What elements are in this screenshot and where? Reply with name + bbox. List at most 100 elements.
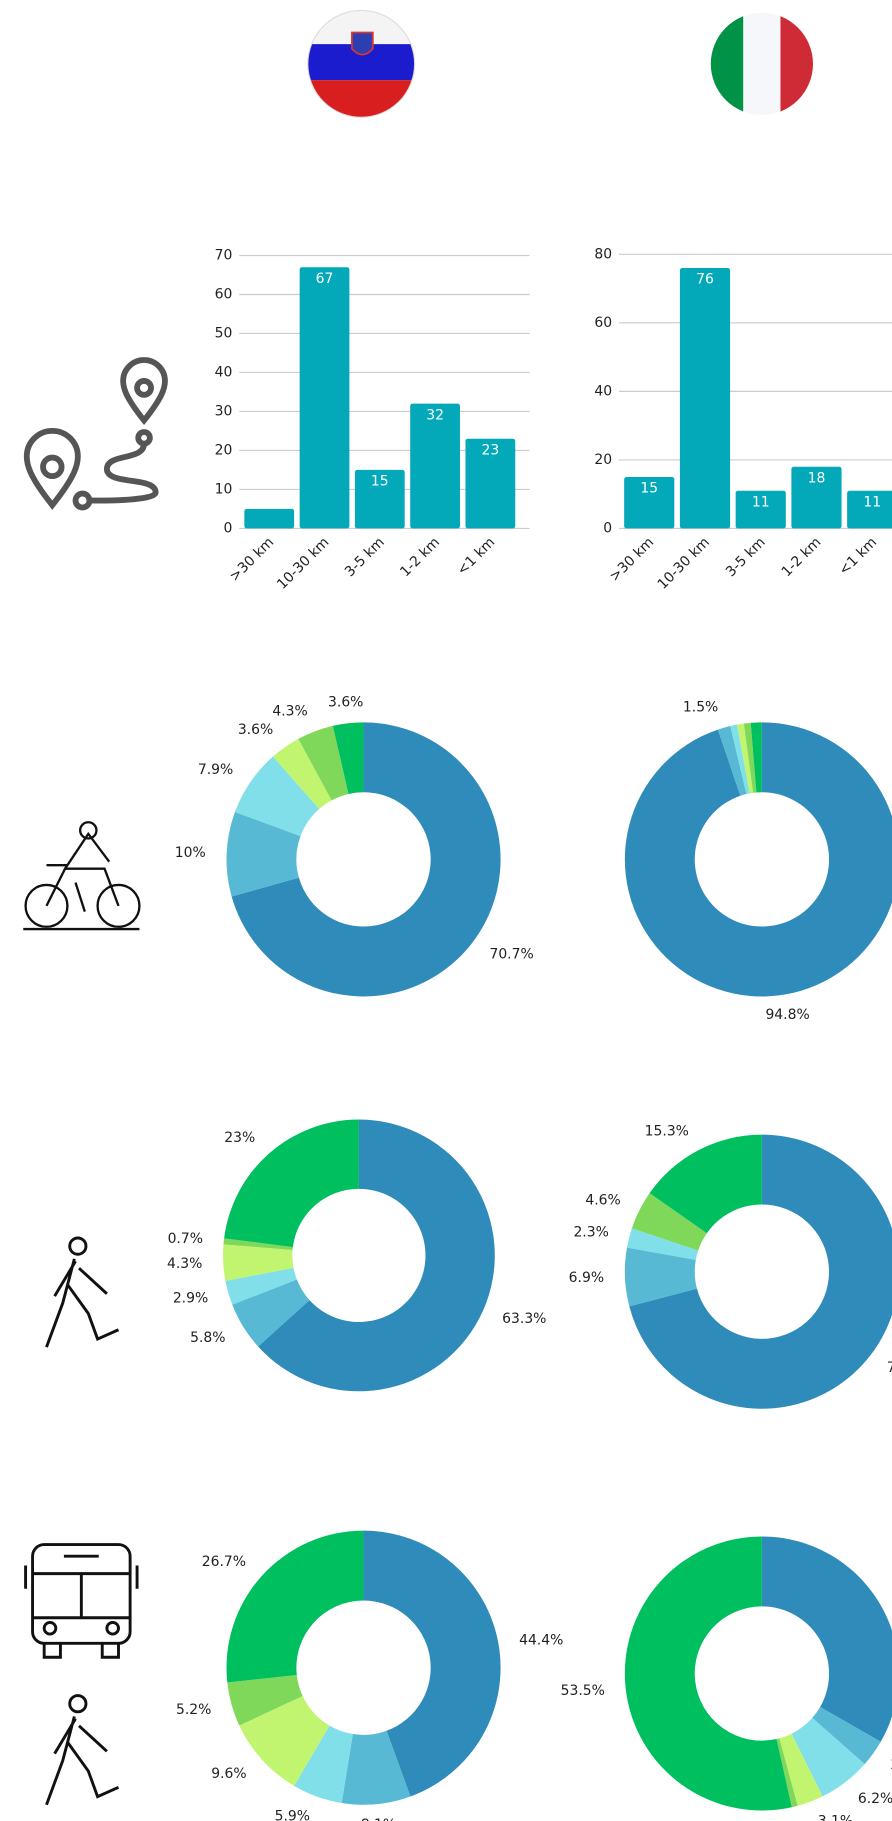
bar: [624, 477, 675, 529]
bar: [299, 267, 350, 529]
x-tick-label: <1 km: [836, 534, 880, 578]
y-tick-label: 50: [215, 325, 233, 341]
slice-label: 4.3%: [272, 704, 307, 720]
slice-label: 3.2%: [890, 1758, 892, 1774]
donut-slice: [776, 1738, 798, 1808]
y-tick-label: 20: [215, 442, 233, 458]
donut-slice: [812, 1706, 881, 1765]
slice-label: 4.6%: [585, 1193, 620, 1209]
donut-slice: [341, 1730, 411, 1805]
bar: [791, 466, 842, 529]
slice-label: 6.9%: [569, 1270, 604, 1286]
donut-slice: [227, 1674, 303, 1726]
x-tick-label: >30 km: [227, 534, 278, 585]
donut-slice: [750, 722, 762, 793]
y-tick-label: 60: [594, 315, 612, 331]
y-tick-label: 0: [223, 520, 232, 536]
slice-label: 1.5%: [683, 700, 718, 716]
y-tick-label: 20: [594, 452, 612, 468]
donut-slice: [737, 723, 754, 794]
y-tick-label: 30: [215, 403, 233, 419]
donut-slice: [629, 1134, 892, 1409]
donut-slice: [226, 812, 301, 897]
bar-value-label: 76: [696, 272, 714, 288]
bar-value-label: 67: [316, 271, 334, 287]
slice-label: 10%: [175, 845, 206, 861]
slice-label: 53.5%: [561, 1683, 605, 1699]
slice-label: 8.1%: [361, 1817, 396, 1821]
donut-slice: [779, 1733, 823, 1806]
slice-label: 0.7%: [168, 1231, 203, 1247]
bar: [679, 268, 731, 529]
donut-slice: [225, 1267, 297, 1305]
bar: [735, 490, 786, 529]
y-tick-label: 70: [215, 247, 233, 263]
x-tick-label: 1-2 km: [779, 534, 825, 580]
x-tick-label: 3-5 km: [342, 534, 388, 580]
donut-slice: [717, 726, 747, 796]
slice-label: 2.9%: [173, 1291, 208, 1307]
bus-icon: [24, 1543, 139, 1659]
donut-slice: [272, 738, 332, 809]
bar-value-label: 18: [808, 470, 826, 486]
slice-label: 15.3%: [645, 1124, 689, 1140]
donut-slice: [761, 1536, 892, 1742]
walk-icon: [45, 1236, 120, 1348]
donut-slice: [239, 1696, 330, 1786]
y-tick-label: 60: [215, 286, 233, 302]
slice-label: 94.8%: [765, 1007, 809, 1023]
donut-slice: [332, 722, 364, 794]
donut-slice: [363, 1530, 501, 1797]
donut-slice: [298, 725, 349, 801]
donut-slice: [224, 1119, 359, 1248]
x-tick-label: <1 km: [454, 534, 498, 578]
slice-label: 3.6%: [238, 722, 273, 738]
bar-value-label: 15: [371, 474, 389, 490]
slice-label: 63.3%: [502, 1311, 546, 1327]
bar: [244, 508, 295, 529]
slice-label: 9.6%: [211, 1766, 246, 1782]
bar: [410, 403, 460, 529]
bar-value-label: 11: [863, 494, 881, 510]
slice-label: 44.4%: [519, 1632, 563, 1648]
donut-slice: [234, 756, 320, 837]
y-tick-label: 40: [215, 364, 233, 380]
x-tick-label: 10-30 km: [655, 534, 713, 592]
donut-slice: [624, 1536, 792, 1811]
y-tick-label: 10: [215, 481, 233, 497]
donut-slice: [791, 1717, 865, 1797]
slice-label: 2.3%: [573, 1225, 608, 1241]
donut-slice: [624, 722, 892, 997]
donut-slice: [624, 1247, 697, 1307]
slice-label: 3.6%: [328, 694, 363, 710]
donut-slice: [258, 1119, 495, 1392]
slice-label: 3.1%: [818, 1813, 853, 1821]
donut-slice: [743, 722, 757, 793]
slice-label: 71%: [887, 1360, 892, 1376]
donut-slice: [631, 1193, 707, 1251]
slice-label: 5.2%: [176, 1702, 211, 1718]
slice-label: 23%: [224, 1130, 255, 1146]
y-tick-label: 0: [603, 520, 612, 536]
donut-slice: [226, 1530, 364, 1683]
italy-flag: [710, 12, 813, 115]
slice-label: 6.2%: [858, 1791, 892, 1807]
y-tick-label: 80: [594, 246, 612, 262]
donut-slice: [232, 1279, 310, 1347]
y-tick-label: 40: [594, 383, 612, 399]
bar-value-label: 15: [640, 481, 658, 497]
bar: [847, 490, 892, 529]
bar: [465, 438, 516, 529]
x-tick-label: 1-2 km: [397, 534, 443, 580]
walk-icon: [45, 1694, 120, 1806]
donut-slice: [223, 1238, 293, 1250]
slice-label: 5.9%: [275, 1808, 310, 1821]
flag-border: [307, 9, 416, 118]
donut-slice: [730, 724, 750, 795]
bar-value-label: 32: [426, 407, 444, 423]
bar-value-label: 23: [482, 442, 500, 458]
donut-slice: [649, 1134, 762, 1234]
slice-label: 4.3%: [167, 1256, 202, 1272]
